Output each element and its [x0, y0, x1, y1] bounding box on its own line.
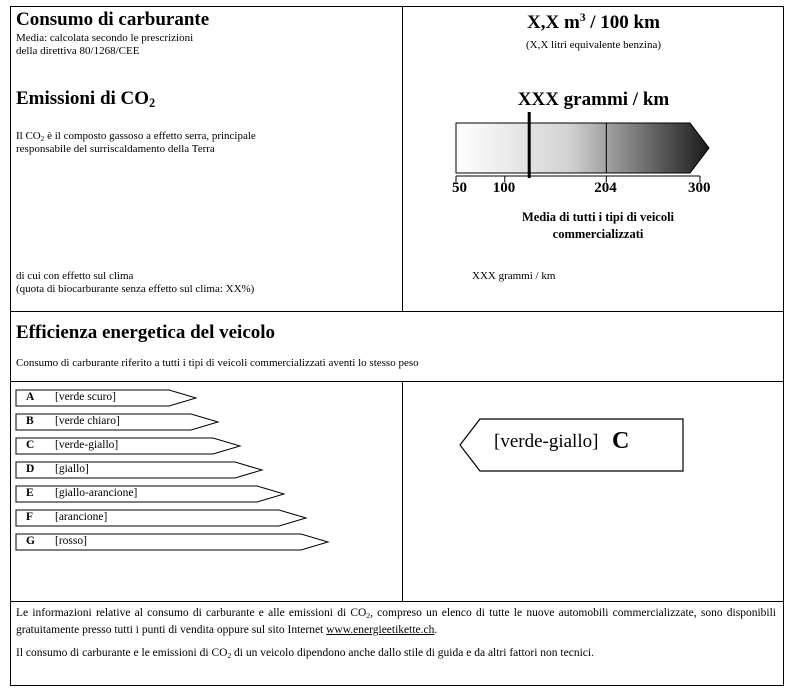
label-frame: [10, 6, 784, 686]
class-name: [verde-giallo]: [55, 439, 119, 451]
scale-tick-labels: 50 100 204 300: [443, 180, 763, 202]
fuel-title: Consumo di carburante: [16, 9, 210, 30]
class-letter: A: [26, 391, 35, 403]
efficiency-subtitle: Consumo di carburante riferito a tutti i…: [16, 357, 419, 369]
footer-driving-note: Il consumo di carburante e le emissioni …: [16, 647, 594, 660]
class-letter: F: [26, 511, 34, 523]
energieetikette-link[interactable]: www.energieetikette.ch: [326, 623, 435, 636]
selected-class-name: [verde-giallo]: [494, 431, 599, 452]
class-name: [giallo-arancione]: [55, 487, 138, 499]
co2-value: XXX grammi / km: [517, 89, 670, 110]
climate-effect-value: XXX grammi / km: [472, 270, 556, 282]
co2-scale: [455, 112, 710, 182]
fuel-note-line1: Media: calcolata secondo le prescrizioni: [16, 32, 194, 44]
average-label-line1: Media di tutti i tipi di veicoli: [521, 210, 675, 224]
fuel-value-equivalent: (X,X litri equivalente benzina): [525, 39, 661, 51]
selected-class-letter: C: [612, 428, 630, 454]
class-letter: B: [26, 415, 34, 427]
class-arrow-shape: [15, 533, 330, 551]
divider-efficiency: [10, 311, 784, 312]
footer-info-paragraph: Le informazioni relative al consumo di c…: [16, 607, 776, 636]
efficiency-class-e: E [giallo-arancione]: [15, 485, 287, 503]
class-arrow-shape: [15, 389, 198, 407]
scale-tick-label: 204: [594, 180, 617, 196]
fuel-note-line2: della direttiva 80/1268/CEE: [16, 45, 140, 57]
class-letter: E: [26, 487, 34, 499]
class-letter: C: [26, 439, 35, 451]
co2-description-line2: responsabile del surriscaldamento della …: [16, 143, 215, 155]
co2-description-line1: Il CO2 è il composto gassoso a effetto s…: [16, 130, 256, 143]
fuel-value: X,X m3 / 100 km: [527, 12, 660, 33]
class-arrow-shape: [15, 437, 242, 455]
efficiency-class-f: F [arancione]: [15, 509, 309, 527]
class-name: [rosso]: [55, 535, 87, 547]
efficiency-class-g: G [rosso]: [15, 533, 331, 551]
efficiency-title: Efficienza energetica del veicolo: [16, 322, 276, 343]
scale-tick-label: 100: [492, 180, 516, 196]
scale-tick-label: 300: [688, 180, 711, 196]
class-name: [giallo]: [55, 463, 89, 475]
climate-effect-line1: di cui con effetto sul clima: [16, 270, 134, 282]
class-letter: G: [26, 535, 35, 547]
scale-tick-label: 50: [452, 180, 467, 196]
divider-mid-vertical: [402, 381, 403, 601]
class-arrow-shape: [15, 485, 286, 503]
class-name: [arancione]: [55, 511, 108, 523]
class-arrow-shape: [15, 413, 220, 431]
efficiency-class-a: A [verde scuro]: [15, 389, 199, 407]
divider-classes: [10, 381, 784, 382]
selected-class-arrow: [459, 418, 684, 472]
climate-effect-line2: (quota di biocarburante senza effetto su…: [16, 283, 255, 295]
class-arrow-shape: [15, 509, 308, 527]
class-arrow-shape: [15, 461, 264, 479]
efficiency-class-d: D [giallo]: [15, 461, 265, 479]
class-name: [verde chiaro]: [55, 415, 120, 427]
efficiency-class-c: C [verde-giallo]: [15, 437, 243, 455]
class-letter: D: [26, 463, 35, 475]
class-name: [verde scuro]: [55, 391, 116, 403]
co2-title: Emissioni di CO2: [16, 88, 156, 111]
divider-top-vertical: [402, 6, 403, 311]
average-label-line2: commercializzati: [552, 227, 644, 241]
efficiency-class-b: B [verde chiaro]: [15, 413, 221, 431]
co2-scale-bar: [455, 122, 710, 174]
divider-footer: [10, 601, 784, 602]
